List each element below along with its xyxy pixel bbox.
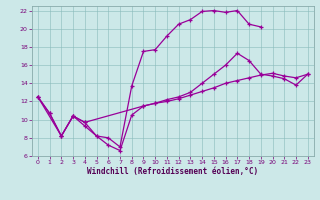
X-axis label: Windchill (Refroidissement éolien,°C): Windchill (Refroidissement éolien,°C) [87, 167, 258, 176]
